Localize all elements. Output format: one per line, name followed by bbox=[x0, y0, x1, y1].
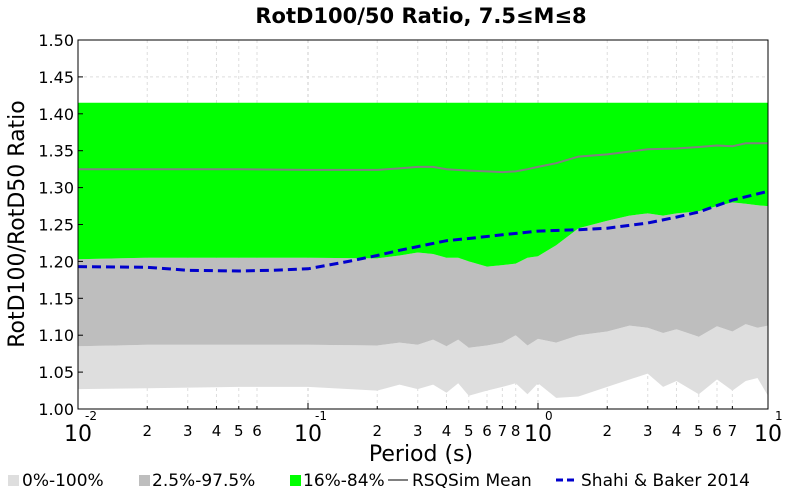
bands bbox=[78, 102, 768, 398]
x-major-tick-exponent: 0 bbox=[545, 409, 553, 423]
x-minor-tick-label: 5 bbox=[694, 422, 704, 440]
x-axis-label: Period (s) bbox=[369, 442, 473, 467]
y-tick-label: 1.20 bbox=[38, 252, 74, 271]
y-axis-label: RotD100/RotD50 Ratio bbox=[5, 100, 30, 348]
lines bbox=[77, 142, 769, 273]
y-tick-label: 1.35 bbox=[38, 142, 74, 161]
x-major-tick-label: 10 bbox=[64, 422, 92, 447]
y-tick-label: 1.25 bbox=[38, 216, 74, 235]
y-tick-label: 1.10 bbox=[38, 326, 74, 345]
x-major-tick-exponent: 1 bbox=[775, 409, 783, 423]
y-tick-label: 1.30 bbox=[38, 179, 74, 198]
x-minor-tick-label: 3 bbox=[183, 422, 193, 440]
plot-area bbox=[77, 39, 769, 410]
x-minor-tick-label: 5 bbox=[464, 422, 474, 440]
x-major-tick-label: 10 bbox=[294, 422, 322, 447]
x-minor-tick-label: 6 bbox=[252, 422, 262, 440]
x-minor-tick-label: 2 bbox=[142, 422, 152, 440]
y-tick-label: 1.45 bbox=[38, 68, 74, 87]
x-minor-tick-label: 4 bbox=[672, 422, 682, 440]
x-minor-tick-label: 4 bbox=[212, 422, 222, 440]
x-minor-tick-label: 2 bbox=[602, 422, 612, 440]
y-tick-label: 1.40 bbox=[38, 105, 74, 124]
x-minor-tick-label: 3 bbox=[643, 422, 653, 440]
y-tick-label: 1.15 bbox=[38, 289, 74, 308]
band-2 bbox=[78, 102, 768, 267]
legend-swatch-0 bbox=[8, 475, 19, 486]
legend-swatch-2 bbox=[290, 475, 301, 486]
x-minor-tick-label: 4 bbox=[442, 422, 452, 440]
y-tick-label: 1.00 bbox=[38, 400, 74, 419]
x-major-tick-exponent: -2 bbox=[85, 409, 97, 423]
legend-label-1: 2.5%-97.5% bbox=[152, 471, 255, 491]
x-minor-tick-label: 7 bbox=[498, 422, 508, 440]
legend-label-3: RSQSim Mean bbox=[412, 471, 532, 491]
x-minor-tick-label: 2 bbox=[372, 422, 382, 440]
legend: 0%-100% 2.5%-97.5% 16%-84% RSQSim Mean Shahi… bbox=[8, 471, 750, 491]
x-minor-tick-label: 5 bbox=[234, 422, 244, 440]
band-0 bbox=[78, 324, 768, 398]
x-minor-tick-label: 6 bbox=[482, 422, 492, 440]
chart-title: RotD100/50 Ratio, 7.5≤M≤8 bbox=[255, 4, 586, 28]
x-minor-tick-label: 3 bbox=[413, 422, 423, 440]
band-1 bbox=[78, 202, 768, 348]
legend-label-2: 16%-84% bbox=[303, 471, 385, 491]
y-tick-label: 1.05 bbox=[38, 363, 74, 382]
x-major-tick-exponent: -1 bbox=[315, 409, 327, 423]
x-minor-tick-label: 8 bbox=[511, 422, 521, 440]
series-line-4 bbox=[77, 189, 769, 273]
y-tick-label: 1.50 bbox=[38, 31, 74, 50]
x-minor-tick-label: 6 bbox=[712, 422, 722, 440]
y-axis: 1.00 1.05 1.10 1.15 1.20 1.25 1.30 1.35 1.40 1.45… bbox=[38, 31, 83, 419]
legend-label-4: Shahi & Baker 2014 bbox=[581, 471, 750, 491]
x-major-tick-label: 10 bbox=[754, 422, 782, 447]
x-minor-tick-label: 7 bbox=[728, 422, 738, 440]
legend-swatch-1 bbox=[139, 475, 150, 486]
x-major-tick-label: 10 bbox=[524, 422, 552, 447]
series-line-3 bbox=[78, 142, 768, 174]
legend-label-0: 0%-100% bbox=[22, 471, 104, 491]
